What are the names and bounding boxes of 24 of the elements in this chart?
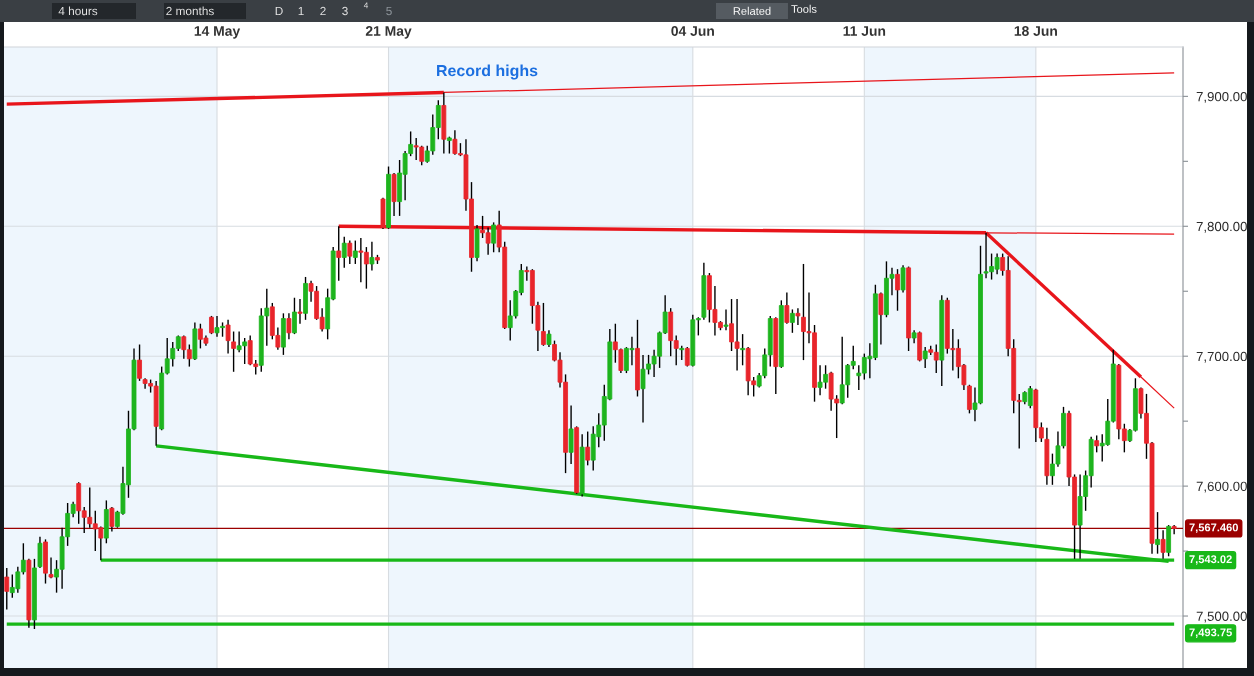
text: 2 months (166, 6, 214, 16)
data-label: 7,493.75 (1189, 628, 1232, 638)
y-tick-label: 7,900.00 (1196, 91, 1247, 103)
y-tick-label: 7,600.00 (1196, 481, 1247, 493)
text: Tools (791, 4, 817, 13)
text: Related (733, 6, 771, 15)
x-tick-label: 14 May (194, 26, 241, 39)
annotation: Record highs (437, 64, 538, 80)
data-label: 7,543.02 (1189, 555, 1232, 565)
text: 2 (320, 6, 326, 16)
text: 4 (363, 2, 369, 9)
text: 4 hours (58, 6, 98, 16)
text: 5 (386, 6, 392, 16)
x-tick-label: 18 Jun (1014, 26, 1057, 36)
x-tick-label: 21 May (365, 26, 412, 39)
text: 3 (342, 6, 348, 16)
x-tick-label: 11 Jun (843, 26, 886, 36)
ref-line-label: 7,567.460 (1189, 523, 1238, 533)
y-tick-label: 7,800.00 (1196, 221, 1247, 233)
y-tick-label: 7,500.00 (1196, 611, 1247, 623)
x-tick-label: 04 Jun (671, 26, 714, 36)
text: 1 (298, 6, 304, 16)
y-tick-label: 7,700.00 (1196, 351, 1247, 363)
text: D (275, 6, 283, 16)
